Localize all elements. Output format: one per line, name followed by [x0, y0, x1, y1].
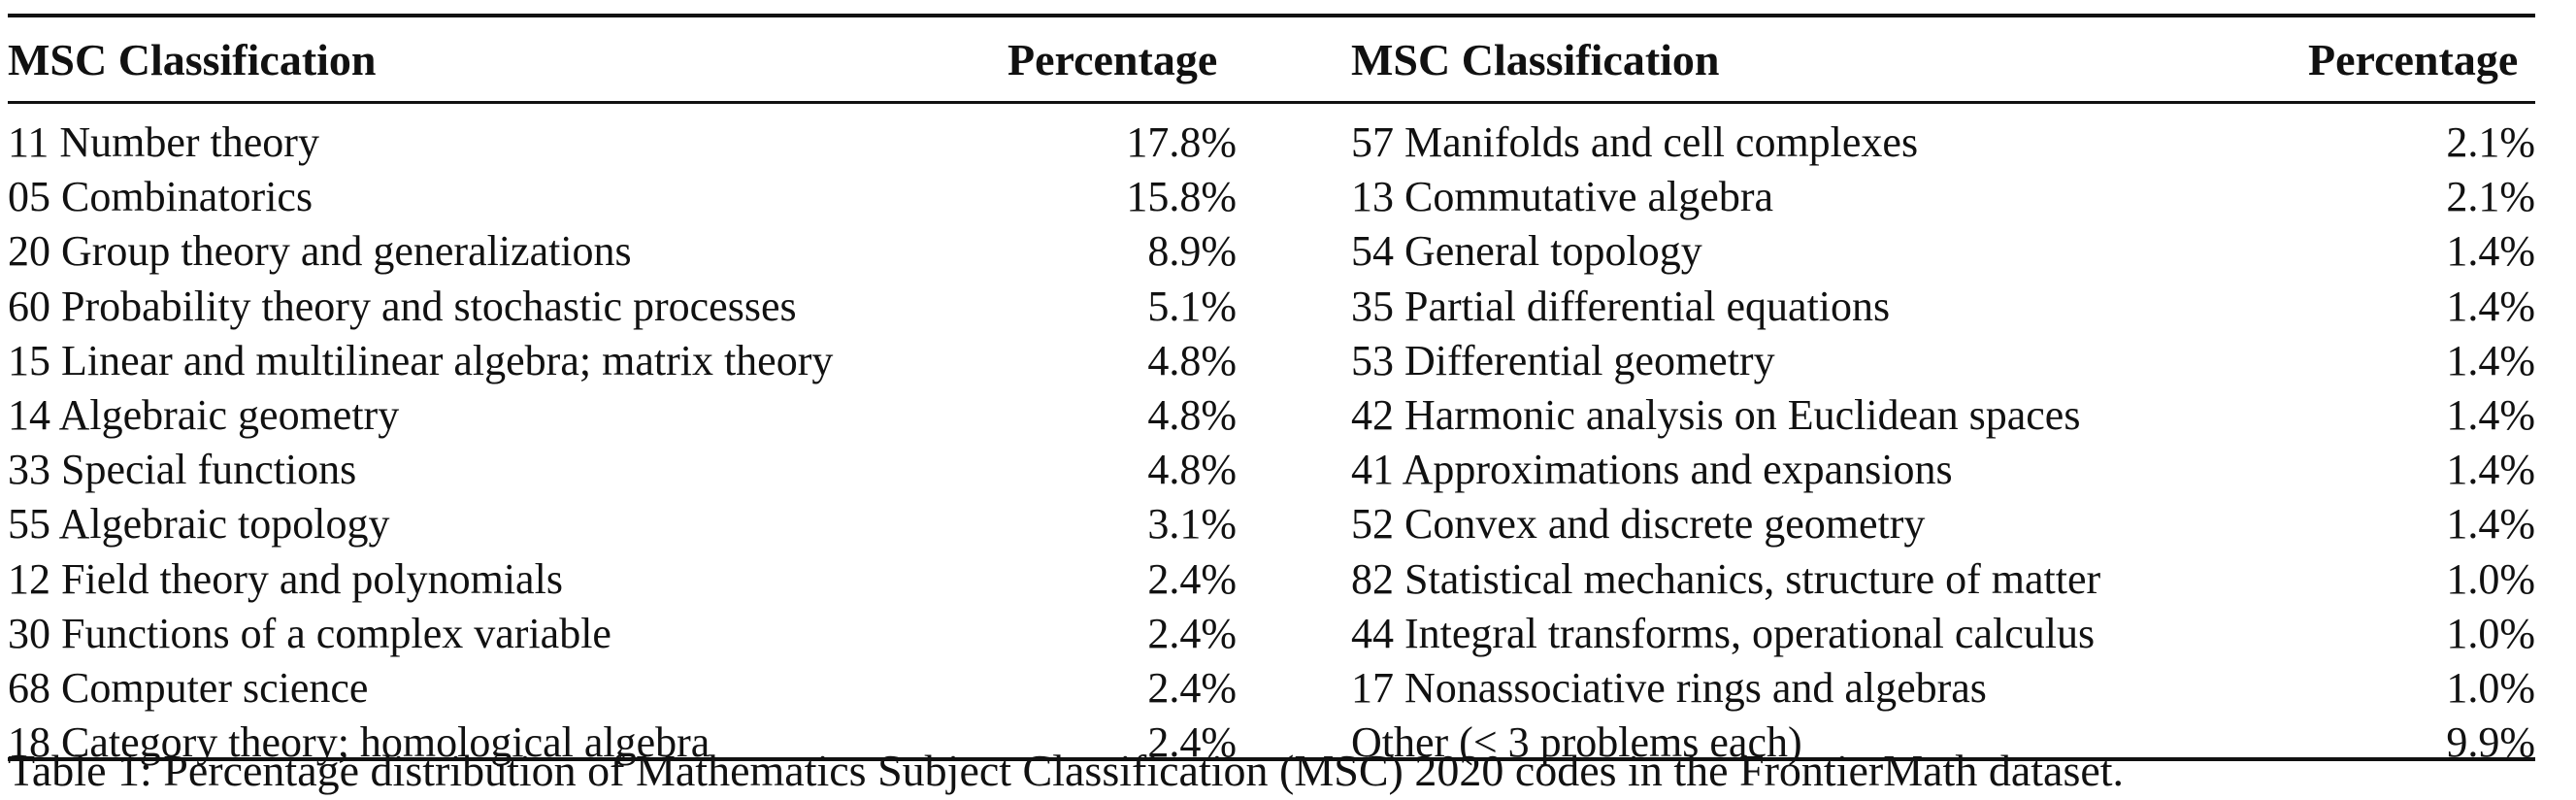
left-row-label: 60 Probability theory and stochastic pro…: [8, 282, 797, 330]
right-row-label: 42 Harmonic analysis on Euclidean spaces: [1351, 391, 2081, 439]
right-row-percentage: 1.4%: [2446, 391, 2535, 439]
right-row-label: 53 Differential geometry: [1351, 336, 1775, 384]
table-header-row: MSC Classification Percentage MSC Classi…: [8, 17, 2535, 101]
left-row-percentage: 17.8%: [1126, 118, 1237, 166]
left-row-percentage: 15.8%: [1126, 173, 1237, 221]
right-row-percentage: 1.0%: [2446, 664, 2535, 712]
bottom-rule: [8, 757, 2535, 761]
right-row-label: Other (< 3 problems each): [1351, 718, 1802, 767]
right-row-label: 44 Integral transforms, operational calc…: [1351, 609, 2096, 657]
right-row-label: 54 General topology: [1351, 227, 1702, 276]
right-row-percentage: 1.4%: [2446, 282, 2535, 330]
right-classification-header: MSC Classification: [1351, 35, 1720, 84]
right-row-label: 17 Nonassociative rings and algebras: [1351, 664, 1987, 712]
left-row-percentage: 2.4%: [1147, 664, 1237, 712]
left-row-percentage: 4.8%: [1147, 391, 1237, 439]
left-row-label: 20 Group theory and generalizations: [8, 227, 632, 276]
right-percentage-header: Percentage: [2308, 35, 2519, 84]
right-row-label: 35 Partial differential equations: [1351, 282, 1891, 330]
header-rule: [8, 101, 2535, 104]
left-row-label: 05 Combinatorics: [8, 173, 314, 221]
left-percentage-header: Percentage: [1007, 35, 1218, 84]
left-row-label: 18 Category theory; homological algebra: [8, 718, 710, 767]
right-row-percentage: 1.4%: [2446, 500, 2535, 549]
right-row-percentage: 1.4%: [2446, 336, 2535, 384]
left-row-label: 33 Special functions: [8, 446, 357, 494]
right-row-percentage: 1.4%: [2446, 227, 2535, 276]
left-row-percentage: 5.1%: [1147, 282, 1237, 330]
right-row-label: 82 Statistical mechanics, structure of m…: [1351, 554, 2101, 603]
left-row-label: 55 Algebraic topology: [8, 500, 390, 549]
left-row-percentage: 2.4%: [1147, 554, 1237, 603]
right-row-label: 52 Convex and discrete geometry: [1351, 500, 1926, 549]
right-row-label: 57 Manifolds and cell complexes: [1351, 118, 1919, 166]
left-row-label: 68 Computer science: [8, 664, 369, 712]
right-row-percentage: 2.1%: [2446, 118, 2535, 166]
right-row-percentage: 1.4%: [2446, 446, 2535, 494]
top-rule: [8, 14, 2535, 17]
left-row-label: 30 Functions of a complex variable: [8, 609, 611, 657]
left-row-label: 11 Number theory: [8, 118, 319, 166]
left-row-percentage: 8.9%: [1147, 227, 1237, 276]
left-row-percentage: 4.8%: [1147, 446, 1237, 494]
right-row-percentage: 1.0%: [2446, 554, 2535, 603]
left-row-label: 12 Field theory and polynomials: [8, 554, 563, 603]
left-row-percentage: 3.1%: [1147, 500, 1237, 549]
left-row-percentage: 2.4%: [1147, 609, 1237, 657]
right-row-percentage: 1.0%: [2446, 609, 2535, 657]
msc-table: MSC Classification Percentage MSC Classi…: [8, 14, 2535, 766]
left-classification-header: MSC Classification: [8, 35, 377, 84]
left-row-label: 14 Algebraic geometry: [8, 391, 400, 439]
left-row-percentage: 2.4%: [1147, 718, 1237, 767]
right-row-percentage: 9.9%: [2446, 718, 2535, 767]
table-caption: Table 1: Percentage distribution of Math…: [8, 746, 2125, 795]
right-row-percentage: 2.1%: [2446, 173, 2535, 221]
right-row-label: 41 Approximations and expansions: [1351, 446, 1953, 494]
left-row-percentage: 4.8%: [1147, 336, 1237, 384]
right-row-label: 13 Commutative algebra: [1351, 173, 1773, 221]
left-row-label: 15 Linear and multilinear algebra; matri…: [8, 336, 834, 384]
table-body: 11 Number theory 17.8% 05 Combinatorics 15.…: [8, 104, 2535, 766]
